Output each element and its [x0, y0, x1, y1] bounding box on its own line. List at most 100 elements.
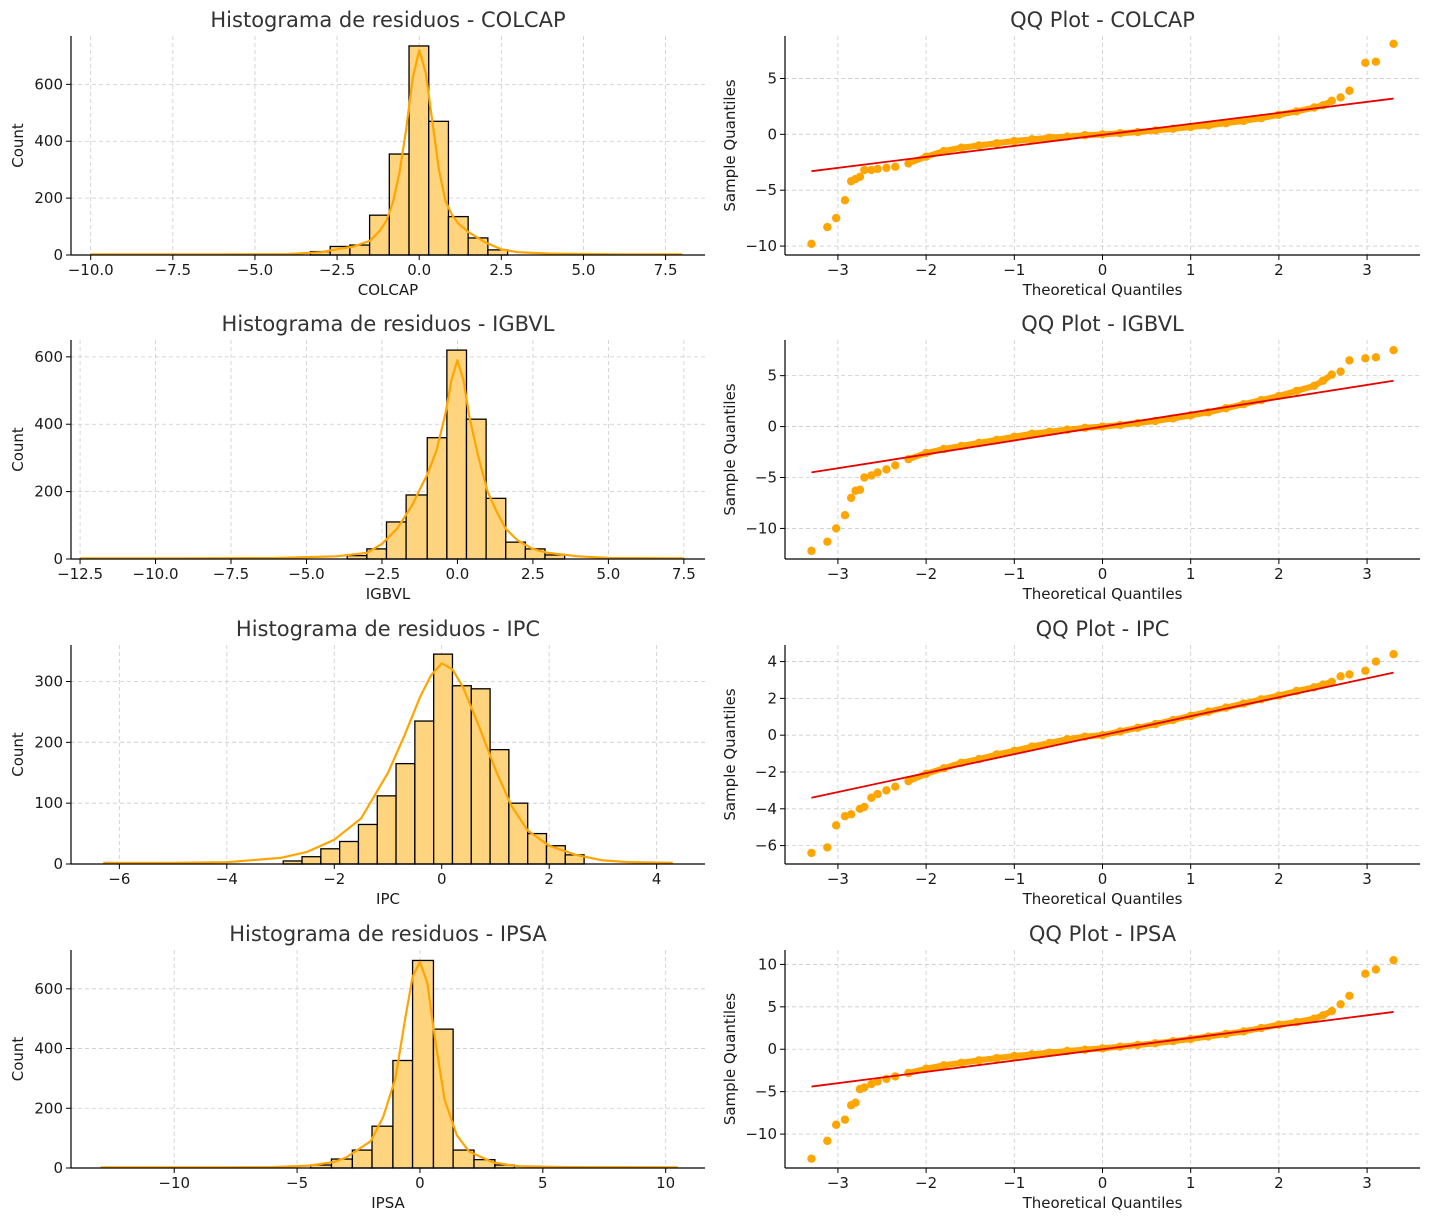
x-tick-label: 5.0	[572, 261, 596, 279]
qq-point	[1336, 672, 1345, 681]
x-tick-label: −6	[108, 870, 130, 888]
x-tick-label: −3	[827, 1174, 849, 1192]
y-tick-label: 600	[34, 348, 63, 366]
x-tick-label: 1	[1186, 565, 1196, 583]
histogram-bar	[465, 418, 487, 560]
x-tick-label: −5.0	[288, 565, 324, 583]
y-tick-label: 100	[34, 794, 63, 812]
qq-point-band	[1222, 700, 1247, 711]
subplot-title: QQ Plot - IPC	[1036, 617, 1170, 641]
y-axis-label: Sample Quantiles	[721, 79, 739, 211]
subplot-hist-igbvl: −12.5 −10.0 −7.5 −5.0 −2.5 0.0 2.5 5.0 7.5 0 200 40…	[9, 312, 705, 603]
y-tick-label: 0	[767, 418, 777, 436]
y-tick-label: −6	[755, 837, 777, 855]
qq-point	[1371, 353, 1381, 362]
x-tick-label: 3	[1362, 565, 1372, 583]
qq-point	[1336, 93, 1345, 102]
histogram-bar	[426, 437, 448, 560]
y-tick-label: 0	[53, 246, 63, 264]
qq-point	[1361, 58, 1370, 68]
y-tick-label: 200	[34, 733, 63, 751]
x-tick-label: −3	[827, 261, 849, 279]
qq-point	[823, 843, 832, 852]
x-axis-label: Theoretical Quantiles	[1022, 1194, 1183, 1212]
histogram-bar	[301, 856, 322, 865]
qq-point-band	[905, 770, 930, 785]
x-tick-label: 0	[415, 1174, 425, 1192]
qq-point	[855, 485, 865, 494]
y-axis-label: Count	[9, 732, 27, 777]
qq-point	[882, 163, 891, 173]
qq-point	[1389, 650, 1398, 659]
subplot-title: Histograma de residuos - IPSA	[229, 922, 547, 946]
y-tick-label: 400	[34, 415, 63, 433]
kde-curve	[100, 960, 679, 1169]
qq-point	[1345, 356, 1354, 365]
y-axis-label: Count	[9, 1037, 27, 1082]
histogram-bar	[414, 720, 435, 865]
x-tick-label: −10.0	[133, 565, 179, 583]
qq-point	[840, 196, 850, 205]
y-tick-label: 0	[53, 855, 63, 873]
x-axis-label: IGBVL	[366, 585, 411, 603]
qq-point-band	[1046, 736, 1071, 746]
y-tick-label: 10	[758, 955, 777, 973]
histogram-bar	[351, 1149, 373, 1169]
histogram-bar	[508, 802, 529, 865]
y-tick-label: 600	[34, 75, 63, 93]
kde-curve	[80, 359, 684, 560]
qq-point	[1345, 670, 1354, 679]
qq-point	[1345, 86, 1354, 95]
histogram-bar	[451, 685, 472, 865]
subplot-title: Histograma de residuos - COLCAP	[210, 8, 565, 32]
histogram-bar	[411, 959, 435, 1169]
qq-point	[860, 165, 869, 175]
qq-point-band	[1319, 1008, 1335, 1019]
y-tick-label: 5	[767, 998, 777, 1016]
qq-reference-line	[811, 1011, 1394, 1088]
histogram-bar	[330, 1158, 354, 1169]
qq-point	[1389, 955, 1398, 965]
qq-point-band	[1028, 739, 1053, 750]
y-tick-label: −5	[755, 181, 777, 199]
x-tick-label: 3	[1362, 261, 1372, 279]
x-axis-label: COLCAP	[358, 281, 418, 299]
qq-point	[860, 1083, 869, 1092]
x-tick-label: −1	[1003, 261, 1025, 279]
subplot-title: Histograma de residuos - IPC	[236, 617, 540, 641]
qq-point-band	[905, 1065, 930, 1076]
subplot-hist-ipsa: −10 −5 0 5 10 0 200 400 600 Histograma de residuo…	[9, 922, 705, 1212]
x-tick-label: −2.5	[319, 261, 355, 279]
histogram-bar	[544, 554, 566, 560]
x-tick-label: 2	[1274, 870, 1284, 888]
histogram-bar	[320, 848, 341, 865]
y-tick-label: 2	[767, 689, 777, 707]
qq-point	[1389, 39, 1398, 49]
x-tick-label: 5	[538, 1174, 548, 1192]
qq-point	[860, 473, 869, 482]
x-tick-label: 2	[1274, 261, 1284, 279]
x-tick-label: −1	[1003, 565, 1025, 583]
x-tick-label: 2	[1274, 565, 1284, 583]
x-axis-label: IPSA	[371, 1194, 405, 1212]
y-axis-label: Count	[9, 427, 27, 472]
x-tick-label: 3	[1362, 870, 1372, 888]
y-tick-label: −10	[745, 237, 777, 255]
qq-point	[851, 1098, 860, 1107]
qq-point-band	[1275, 387, 1300, 400]
y-tick-label: −10	[745, 519, 777, 537]
y-tick-label: −5	[755, 469, 777, 487]
y-tick-label: 0	[767, 726, 777, 744]
histogram-bar	[428, 120, 450, 256]
qq-point-band	[1293, 382, 1318, 394]
qq-point	[807, 1154, 816, 1163]
histogram-bar	[357, 823, 378, 865]
y-tick-label: 300	[34, 673, 63, 691]
y-tick-label: 600	[34, 980, 63, 998]
histogram-bar	[505, 541, 527, 560]
x-tick-label: 5.0	[596, 565, 620, 583]
y-tick-label: 400	[34, 132, 63, 150]
x-tick-label: −3	[827, 565, 849, 583]
